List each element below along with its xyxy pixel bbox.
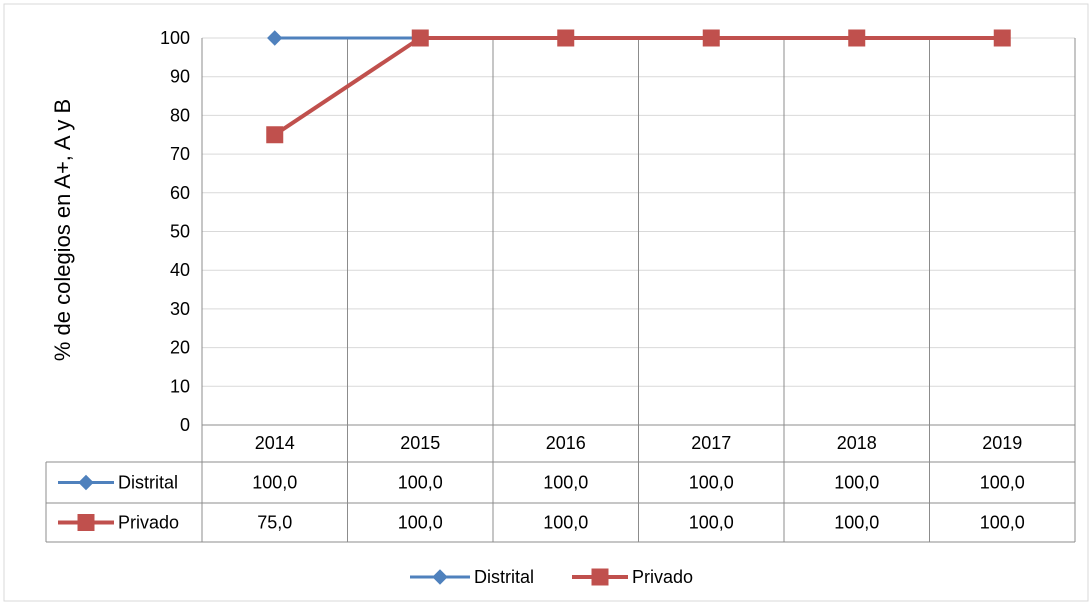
table-cell-value: 100,0 — [543, 513, 588, 533]
legend-key-marker — [591, 568, 609, 586]
chart-area-border — [3, 3, 1089, 602]
series-line-privado — [273, 36, 1003, 137]
data-point-privado — [266, 126, 284, 144]
legend-key-marker — [432, 569, 448, 585]
x-tick-label: 2016 — [546, 433, 586, 453]
legend-label: Privado — [632, 567, 693, 587]
table-series-name: Distrital — [118, 473, 178, 493]
data-point-privado — [848, 29, 866, 47]
y-tick-label: 90 — [170, 67, 190, 87]
table-cell-value: 100,0 — [689, 473, 734, 493]
y-tick-label: 30 — [170, 299, 190, 319]
grid — [201, 37, 1076, 542]
x-tick-label: 2015 — [400, 433, 440, 453]
data-point-privado — [411, 29, 429, 47]
table-series-name: Privado — [118, 513, 179, 533]
table-cell-value: 100,0 — [398, 513, 443, 533]
y-axis-title: % de colegios en A+, A y B — [50, 99, 75, 361]
table-legend-key-marker — [77, 514, 95, 531]
y-tick-label: 100 — [160, 28, 190, 48]
series — [266, 29, 1011, 144]
x-tick-label: 2019 — [982, 433, 1022, 453]
table-cell-value: 100,0 — [252, 473, 297, 493]
x-tick-label: 2014 — [255, 433, 295, 453]
y-tick-label: 20 — [170, 338, 190, 358]
table-cell-value: 100,0 — [834, 513, 879, 533]
table-cell-value: 100,0 — [980, 473, 1025, 493]
data-table: 2014 2015 2016 2017 2018 2019 Distrital 100,0 10… — [45, 433, 1075, 543]
data-point-distrital — [267, 30, 283, 46]
table-cell-value: 75,0 — [257, 513, 292, 533]
table-cell-value: 100,0 — [398, 473, 443, 493]
table-cell-value: 100,0 — [543, 473, 588, 493]
y-tick-label: 10 — [170, 376, 190, 396]
data-point-privado — [702, 29, 720, 47]
y-tick-label: 0 — [180, 415, 190, 435]
x-tick-label: 2017 — [691, 433, 731, 453]
legend: Distrital Privado — [410, 567, 693, 587]
y-tick-label: 80 — [170, 105, 190, 125]
y-tick-label: 40 — [170, 260, 190, 280]
y-tick-label: 70 — [170, 144, 190, 164]
y-tick-label: 50 — [170, 222, 190, 242]
table-cell-value: 100,0 — [689, 513, 734, 533]
table-cell-value: 100,0 — [980, 513, 1025, 533]
y-tick-label: 60 — [170, 183, 190, 203]
data-point-privado — [557, 29, 575, 47]
legend-label: Distrital — [474, 567, 534, 587]
table-cell-value: 100,0 — [834, 473, 879, 493]
data-point-privado — [993, 29, 1011, 47]
y-axis: 0 10 20 30 40 50 60 70 80 90 100 — [160, 28, 190, 435]
table-legend-key-marker — [78, 474, 94, 491]
x-tick-label: 2018 — [837, 433, 877, 453]
